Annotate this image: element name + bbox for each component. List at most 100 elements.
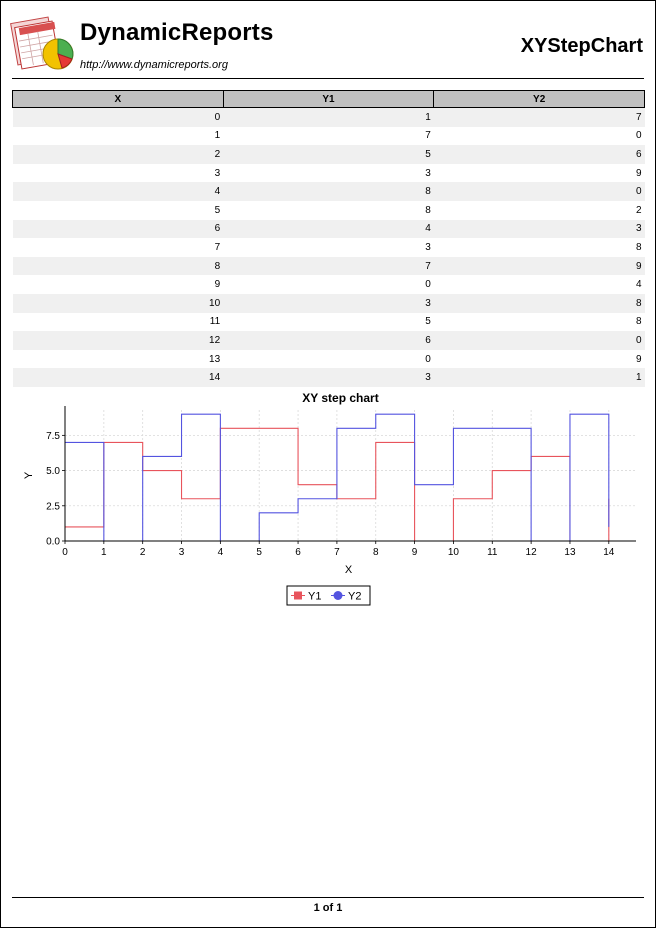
- x-tick-label: 0: [62, 547, 68, 558]
- table-cell-x: 1: [214, 130, 221, 142]
- table-row: 13 0 9: [13, 350, 645, 369]
- y-axis-label: Y: [23, 471, 35, 479]
- x-tick-label: 1: [101, 547, 107, 558]
- table-cell-y2: 8: [635, 241, 642, 253]
- x-tick-label: 7: [334, 547, 340, 558]
- table-cell-y2: 8: [635, 316, 642, 328]
- x-axis-label: X: [345, 564, 353, 576]
- table-cell-y2: 6: [433, 145, 645, 164]
- y-tick-label: 7.5: [46, 431, 60, 442]
- table-row: 12 6 0: [12, 331, 645, 350]
- table-cell-y1: 1: [223, 107, 434, 127]
- table-cell-x: 14: [12, 368, 224, 387]
- table-cell-y1: 3: [425, 241, 431, 253]
- x-tick-label: 2: [140, 547, 146, 558]
- table-row: 14 3 1: [12, 368, 645, 387]
- legend-label-y1: Y1: [308, 591, 321, 603]
- x-tick-label: 8: [373, 547, 379, 558]
- brand-url-link[interactable]: http://www.dynamicreports.org: [80, 59, 228, 71]
- table-cell-x: 5: [214, 204, 221, 216]
- table-cell-x: 10: [12, 293, 224, 313]
- table-row: 10 3 8: [12, 293, 645, 313]
- x-tick-label: 6: [295, 547, 301, 558]
- table-cell-y1: 7: [425, 130, 431, 142]
- legend-square-marker-icon: [294, 591, 302, 600]
- x-tick-label: 10: [448, 547, 460, 558]
- table-cell-x: 12: [12, 331, 224, 350]
- legend-circle-marker-icon: [333, 591, 343, 600]
- table-cell-x: 3: [214, 167, 221, 179]
- table-cell-x: 8: [12, 256, 224, 276]
- column-header-y2: Y2: [433, 90, 645, 108]
- data-table: X Y1 Y2 0 1 7 1 7 0 2 5 6 3 3 9 4 8 0 5 8 2 6 4 3 7 3 8 8 7 9 9 0 4 10…: [12, 90, 645, 387]
- table-cell-x: 2: [12, 145, 224, 164]
- x-tick-label: 14: [603, 547, 615, 558]
- table-cell-y1: 6: [223, 331, 434, 350]
- y-tick-label: 5.0: [46, 466, 60, 477]
- footer-divider: [12, 897, 644, 898]
- series-line-y2: [65, 413, 610, 542]
- table-cell-y2: 9: [433, 256, 645, 276]
- table-cell-x: 6: [12, 219, 224, 239]
- table-cell-y2: 4: [635, 279, 642, 291]
- table-cell-y1: 4: [223, 219, 434, 239]
- table-cell-y2: 8: [433, 293, 645, 313]
- x-tick-label: 4: [218, 547, 224, 558]
- column-header-x: X: [12, 90, 224, 108]
- table-cell-y1: 3: [223, 368, 434, 387]
- table-cell-y1: 8: [425, 204, 431, 216]
- table-row: 9 0 4: [13, 275, 645, 294]
- table-cell-y1: 0: [425, 279, 431, 291]
- x-tick-label: 11: [487, 547, 498, 558]
- table-cell-y1: 5: [425, 316, 431, 328]
- table-row: 5 8 2: [13, 201, 645, 220]
- table-cell-x: 7: [214, 241, 221, 253]
- x-tick-label: 5: [256, 547, 262, 558]
- table-cell-x: 0: [12, 107, 224, 127]
- table-cell-y1: 3: [223, 293, 434, 313]
- y-tick-label: 2.5: [46, 501, 60, 512]
- x-tick-label: 12: [526, 547, 538, 558]
- page-number: 1 of 1: [313, 902, 343, 914]
- column-header-y1: Y1: [222, 90, 435, 108]
- y-tick-label: 0.0: [46, 537, 60, 548]
- table-cell-y2: 2: [635, 204, 642, 216]
- table-row: 7 3 8: [13, 238, 645, 257]
- table-cell-y1: 3: [425, 167, 431, 179]
- table-cell-y2: 3: [433, 219, 645, 239]
- table-cell-x: 11: [209, 316, 221, 328]
- table-cell-y2: 9: [635, 353, 642, 365]
- table-cell-x: 13: [209, 353, 221, 365]
- table-row: 11 5 8: [13, 313, 645, 332]
- x-tick-label: 3: [179, 547, 185, 558]
- table-cell-y2: 0: [635, 130, 642, 142]
- table-row: 1 7 0: [13, 127, 645, 146]
- table-cell-x: 4: [12, 182, 224, 201]
- table-header-row: X Y1 Y2: [12, 90, 645, 108]
- table-cell-x: 9: [214, 279, 221, 291]
- table-cell-y1: 7: [223, 256, 434, 276]
- table-cell-y1: 0: [425, 353, 431, 365]
- x-tick-label: 13: [564, 547, 576, 558]
- brand-title: DynamicReports: [80, 19, 274, 46]
- table-cell-y2: 0: [433, 331, 645, 350]
- table-cell-y2: 9: [635, 167, 642, 179]
- table-cell-y1: 8: [223, 182, 434, 201]
- report-title: XYStepChart: [520, 35, 643, 57]
- chart-title: XY step chart: [302, 391, 378, 405]
- table-cell-y1: 5: [223, 145, 434, 164]
- table-cell-y2: 7: [433, 107, 645, 127]
- legend-box: [286, 585, 371, 606]
- table-cell-y2: 0: [433, 182, 645, 201]
- x-tick-label: 9: [412, 547, 418, 558]
- table-body: 0 1 7 1 7 0 2 5 6 3 3 9 4 8 0 5 8 2 6 4 3 7 3 8 8 7 9 9 0 4 10 3 8 11 5 8 12…: [12, 107, 645, 387]
- table-cell-y2: 1: [433, 368, 645, 387]
- table-row: 3 3 9: [13, 164, 645, 183]
- header-divider: [12, 78, 644, 79]
